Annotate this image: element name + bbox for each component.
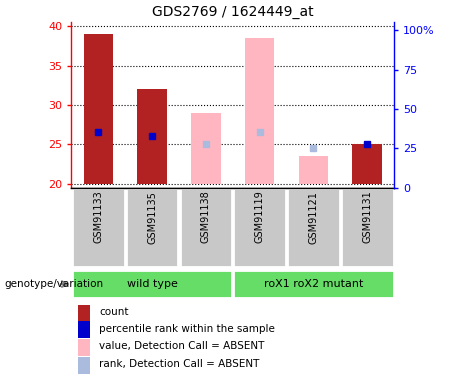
Text: count: count: [99, 307, 129, 317]
Text: GSM91131: GSM91131: [362, 191, 372, 243]
Bar: [78, 304, 90, 321]
Text: genotype/variation: genotype/variation: [5, 279, 104, 289]
Bar: [137, 89, 167, 184]
Title: GDS2769 / 1624449_at: GDS2769 / 1624449_at: [152, 5, 313, 19]
Bar: [245, 38, 274, 184]
Bar: [191, 113, 221, 184]
Bar: [341, 188, 394, 267]
Bar: [287, 188, 340, 267]
Bar: [179, 188, 232, 267]
Text: value, Detection Call = ABSENT: value, Detection Call = ABSENT: [99, 342, 265, 351]
Bar: [83, 34, 113, 184]
Bar: [233, 270, 394, 298]
Bar: [78, 357, 90, 374]
Bar: [126, 188, 178, 267]
Bar: [353, 144, 382, 184]
Text: wild type: wild type: [127, 279, 177, 289]
Text: rank, Detection Call = ABSENT: rank, Detection Call = ABSENT: [99, 360, 260, 369]
Text: GSM91138: GSM91138: [201, 191, 211, 243]
Text: GSM91121: GSM91121: [308, 191, 319, 244]
Bar: [299, 156, 328, 184]
Bar: [233, 188, 286, 267]
Bar: [78, 339, 90, 356]
Text: roX1 roX2 mutant: roX1 roX2 mutant: [264, 279, 363, 289]
Text: GSM91135: GSM91135: [147, 191, 157, 244]
Bar: [72, 270, 232, 298]
Bar: [78, 321, 90, 338]
Text: GSM91133: GSM91133: [93, 191, 103, 243]
Bar: [72, 188, 124, 267]
Text: percentile rank within the sample: percentile rank within the sample: [99, 324, 275, 333]
Text: GSM91119: GSM91119: [254, 191, 265, 243]
